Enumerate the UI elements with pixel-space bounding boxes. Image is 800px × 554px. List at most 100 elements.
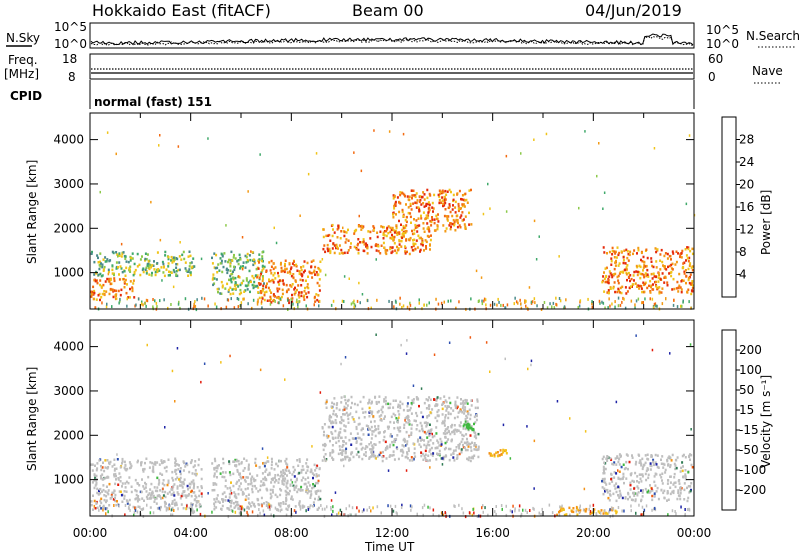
heatmap-cell-ground [94,306,97,310]
heatmap-cell-region-2 [438,452,441,456]
heatmap-cell-region-2 [368,456,371,459]
heatmap-cell-region-5 [402,226,405,230]
heatmap-cell-region-5 [431,206,434,209]
heatmap-cell-region-0 [197,463,200,467]
heatmap-cell-region-5 [460,197,462,201]
heatmap-cell-ground [645,504,648,508]
heatmap-cell-region-2 [372,453,375,456]
heatmap-cell-region-2 [370,441,372,444]
cpid-text: normal (fast) 151 [94,95,212,109]
heatmap-cell-region-2 [238,292,241,296]
heatmap-cell-region-2 [224,260,227,263]
heatmap-cell-region-2 [406,451,408,454]
heatmap-cell-region-2 [426,436,429,439]
heatmap-cell-region-5 [438,195,441,198]
heatmap-cell-region-0 [152,496,155,499]
heatmap-cell-region-2 [261,275,264,278]
heatmap-cell-region-6 [612,463,615,466]
heatmap-cell-ground [578,511,581,514]
heatmap-cell-ground [511,510,513,514]
heatmap-cell-region-0 [112,498,115,501]
heatmap-cell-region-1 [156,251,159,254]
heatmap-cell-region-0 [98,292,101,296]
heatmap-cell-region-6 [655,473,658,476]
heatmap-cell-ground [299,507,302,511]
heatmap-cell-region-3 [258,261,260,264]
heatmap-cell-ground [278,301,280,305]
heatmap-cell-region-2 [399,404,401,407]
heatmap-cell-region-0 [173,494,176,497]
heatmap-cell-region-5 [451,208,454,211]
heatmap-cell-region-6 [610,259,613,263]
heatmap-cell-region-2 [383,435,386,439]
heatmap-cell-region-2 [464,420,467,423]
heatmap-cell-region-2 [340,416,343,419]
heatmap-cell-region-3 [303,269,306,272]
heatmap-cell-region-0 [147,475,150,479]
heatmap-cell-region-1 [235,482,238,485]
heatmap-cell-region-1 [270,481,273,484]
heatmap-cell-region-1 [219,472,222,475]
heatmap-cell-region-6 [691,269,694,272]
heatmap-cell-region-2 [338,431,341,434]
heatmap-cell-region-4 [349,246,352,249]
heatmap-cell-region-1 [148,273,151,276]
heatmap-cell-region-0 [100,501,103,505]
heatmap-cell-region-3 [290,266,293,269]
heatmap-cell-region-6 [614,261,617,264]
heatmap-cell-region-3 [282,282,285,285]
heatmap-cell-region-1 [271,488,274,492]
heatmap-cell-region-5 [412,194,415,197]
heatmap-cell-region-6 [614,487,617,490]
heatmap-cell-region-0 [158,481,161,484]
heatmap-cell-ground [269,302,272,306]
heatmap-cell-region-2 [377,424,380,428]
heatmap-cell-region-2 [333,397,336,400]
heatmap-cell-speckle [324,273,327,277]
heatmap-cell-ground [274,299,276,303]
heatmap-cell-region-1 [245,476,248,479]
heatmap-cell-region-2 [404,417,407,420]
heatmap-cell-region-3 [269,269,272,272]
heatmap-cell-region-6 [617,289,620,292]
heatmap-cell-region-6 [635,264,638,268]
heatmap-cell-region-5 [462,203,465,206]
heatmap-cell-region-2 [331,420,334,423]
heatmap-cell-region-6 [630,498,633,501]
heatmap-cell-region-2 [461,401,464,405]
heatmap-cell-region-2 [403,440,406,443]
heatmap-cell-region-2 [332,412,335,416]
heatmap-cell-region-6 [619,286,622,290]
heatmap-cell-region-2 [460,440,463,444]
heatmap-cell-region-1 [99,252,102,255]
heatmap-cell-region-5 [416,225,419,229]
heatmap-cell-region-3 [285,290,288,294]
heatmap-cell-speckle [230,492,233,495]
heatmap-cell-ground [372,506,374,510]
heatmap-cell-ground [643,508,646,512]
heatmap-cell-region-4 [411,232,414,236]
heatmap-cell-region-1 [131,252,134,255]
heatmap-cell-region-0 [142,468,144,472]
heatmap-cell-region-0 [136,482,139,485]
heatmap-cell-region-6 [611,462,614,466]
heatmap-cell-region-2 [380,414,383,417]
heatmap-cell-region-1 [165,268,168,271]
heatmap-cell-region-1 [306,458,309,461]
heatmap-cell-region-6 [617,476,620,480]
heatmap-cell-region-6 [660,458,662,461]
heatmap-cell-region-3 [300,272,303,276]
heatmap-cell-region-0 [176,491,179,494]
heatmap-cell-region-4 [322,235,325,239]
colorbar-frame [721,116,737,298]
heatmap-cell-region-2 [448,458,451,462]
heatmap-cell-region-2 [473,442,476,445]
heatmap-cell-region-2 [376,411,379,414]
heatmap-cell-ground [297,302,299,306]
heatmap-cell-region-0 [106,467,109,470]
heatmap-cell-region-6 [645,248,648,251]
heatmap-cell-ground [498,300,500,304]
heatmap-cell-region-1 [173,259,175,263]
heatmap-cell-region-1 [134,268,137,272]
heatmap-cell-region-2 [463,412,466,415]
